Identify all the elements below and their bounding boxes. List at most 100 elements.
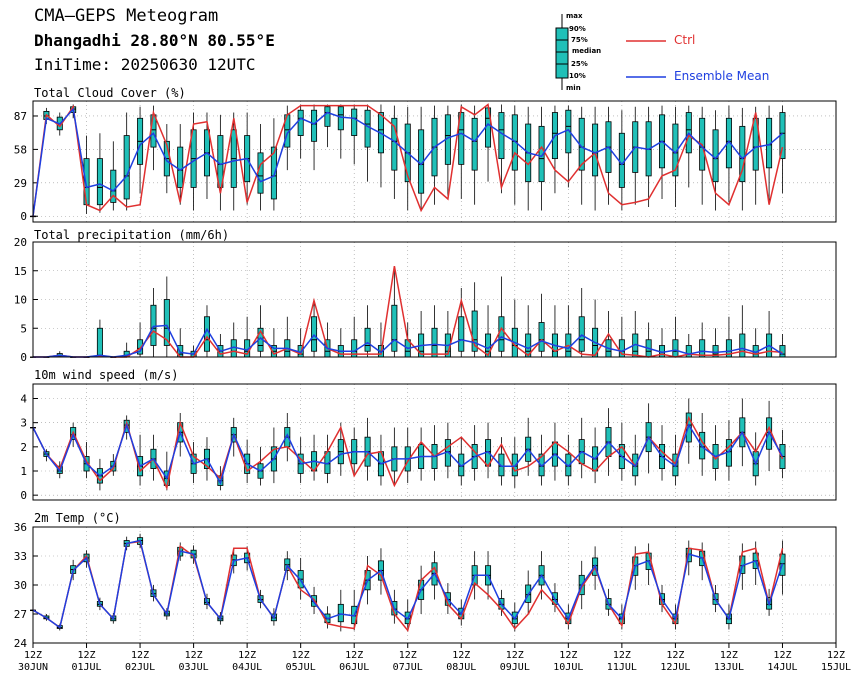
ctrl-line — [32, 415, 784, 491]
x-tick-hour: 12Z — [452, 650, 470, 661]
x-tick-hour: 12Z — [292, 650, 310, 661]
legend-mean-label: Ensemble Mean — [674, 69, 770, 83]
box-0-8 — [137, 106, 144, 194]
box-iqr — [163, 299, 170, 346]
box-2-42 — [592, 427, 599, 484]
box-0-29 — [418, 106, 425, 211]
x-tick-date: 05JUL — [286, 662, 316, 673]
box-iqr — [324, 106, 331, 127]
box-1-42 — [592, 299, 599, 358]
x-tick-hour: 12Z — [506, 650, 524, 661]
box-1-34 — [485, 305, 492, 358]
y-tick-label: 2 — [20, 441, 27, 454]
box-0-39 — [551, 105, 558, 194]
x-tick-date: 06JUL — [339, 662, 369, 673]
box-2-40 — [565, 434, 572, 486]
panel-1: 0 5 10 15 20 — [14, 236, 837, 364]
box-iqr — [311, 109, 318, 142]
box-iqr — [364, 327, 371, 352]
y-tick-label: 4 — [20, 393, 27, 406]
box-iqr — [96, 158, 103, 206]
ensemble-mean-line — [33, 324, 783, 358]
box-2-45 — [632, 434, 639, 486]
box-1-46 — [645, 322, 652, 358]
legend-box-label-p90: 90% — [569, 25, 586, 33]
box-1-55 — [766, 311, 773, 358]
box-iqr — [672, 339, 679, 358]
box-2-41 — [578, 417, 585, 479]
panel-3: 24 27 30 33 36 — [14, 521, 837, 650]
y-tick-label: 5 — [20, 322, 27, 335]
box-1-19 — [284, 316, 291, 358]
ctrl-line — [33, 265, 783, 358]
x-tick-date: 14JUL — [767, 662, 797, 673]
box-iqr — [725, 117, 732, 169]
box-iqr — [177, 146, 184, 188]
box-1-21 — [311, 299, 318, 357]
x-tick-date: 02JUL — [125, 662, 155, 673]
panel-frame — [32, 526, 837, 644]
legend-box-label-max: max — [566, 12, 583, 20]
y-tick-label: 10 — [14, 294, 27, 307]
ctrl-line — [32, 103, 784, 217]
y-tick-label: 0 — [20, 351, 27, 364]
box-iqr — [498, 112, 505, 160]
box-iqr — [471, 310, 478, 352]
box-1-36 — [511, 299, 518, 358]
box-iqr — [752, 117, 759, 171]
x-tick-date: 07JUL — [393, 662, 423, 673]
box-iqr — [739, 333, 746, 358]
box-1-45 — [632, 311, 639, 358]
box-2-9 — [150, 434, 157, 481]
x-tick-hour: 12Z — [399, 650, 417, 661]
box-0-44 — [618, 110, 625, 211]
box-2-38 — [538, 434, 545, 486]
x-tick-hour: 12Z — [773, 650, 791, 661]
box-2-39 — [551, 422, 558, 481]
box-1-41 — [578, 288, 585, 357]
box-2-36 — [511, 437, 518, 488]
box-iqr — [337, 603, 344, 623]
y-tick-label: 87 — [14, 110, 27, 123]
box-0-11 — [177, 124, 184, 205]
meteogram-title: CMA—GEPS Meteogram — [34, 6, 219, 26]
box-1-25 — [364, 305, 371, 357]
box-2-21 — [311, 434, 318, 481]
box-iqr — [739, 125, 746, 183]
box-1-40 — [565, 305, 572, 358]
box-1-30 — [431, 305, 438, 358]
x-tick-date: 15JUL — [821, 662, 851, 673]
box-iqr — [110, 169, 117, 203]
box-iqr — [351, 108, 358, 136]
x-tick-date: 03JUL — [179, 662, 209, 673]
box-0-52 — [725, 105, 732, 203]
y-tick-label: 29 — [14, 177, 27, 190]
box-0-48 — [672, 106, 679, 208]
box-0-32 — [458, 104, 465, 199]
box-iqr — [257, 152, 264, 194]
x-tick-hour: 12Z — [827, 650, 845, 661]
box-0-6 — [110, 141, 117, 211]
x-tick-hour: 12Z — [345, 650, 363, 661]
box-iqr — [297, 109, 304, 136]
panel-2: 0 1 2 3 4 — [20, 383, 837, 502]
box-1-35 — [498, 276, 505, 357]
x-tick-hour: 12Z — [666, 650, 684, 661]
box-iqr — [458, 316, 465, 352]
box-1-5 — [96, 319, 103, 358]
box-iqr — [538, 125, 545, 183]
box-0-21 — [311, 104, 318, 171]
legend-box-label-median: median — [572, 47, 602, 55]
box-2-51 — [712, 425, 719, 481]
box-iqr — [364, 109, 371, 148]
x-tick-date: 04JUL — [232, 662, 262, 673]
box-2-29 — [418, 427, 425, 481]
box-1-10 — [163, 276, 170, 357]
panel-frame — [32, 383, 837, 501]
y-tick-label: 15 — [14, 265, 27, 278]
box-0-50 — [699, 106, 706, 205]
y-tick-label: 0 — [20, 489, 27, 502]
box-2-17 — [257, 446, 264, 486]
panel-0: 0 29 58 87 — [14, 100, 837, 223]
box-iqr — [578, 316, 585, 352]
